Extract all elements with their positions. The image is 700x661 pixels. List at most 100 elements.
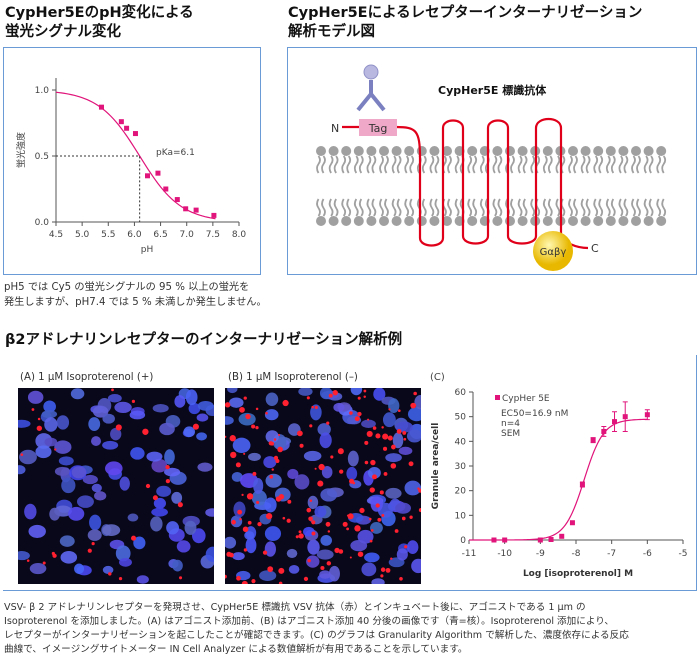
lipid-tail xyxy=(522,198,528,217)
y-tick-label: 20 xyxy=(455,487,467,497)
y-tick-label: 0.5 xyxy=(35,152,49,162)
receptor-signal xyxy=(225,402,231,408)
cell-nucleus xyxy=(350,388,363,396)
receptor-signal xyxy=(327,530,331,533)
lipid-head xyxy=(429,146,440,156)
cell-nucleus xyxy=(54,440,72,454)
receptor-signal xyxy=(287,499,292,504)
lipid-tail xyxy=(454,198,460,217)
cell-nucleus xyxy=(18,419,31,428)
cell-nucleus xyxy=(174,395,186,408)
cell-nucleus xyxy=(264,526,282,541)
data-point xyxy=(601,428,607,434)
x-axis-label: pH xyxy=(141,245,153,255)
receptor-signal xyxy=(369,539,373,543)
lipid-head xyxy=(341,146,352,156)
receptor-signal xyxy=(364,440,369,445)
cell-image-b xyxy=(225,388,421,584)
lipid-head xyxy=(316,216,326,226)
cell-nucleus xyxy=(245,537,257,554)
receptor-signal xyxy=(255,407,259,411)
cell-nucleus xyxy=(41,410,58,419)
lipid-head xyxy=(379,146,389,156)
lipid-head xyxy=(517,146,528,156)
cell-nucleus xyxy=(44,437,58,447)
receptor-signal xyxy=(268,441,273,446)
cell-nucleus xyxy=(185,389,198,406)
receptor-signal xyxy=(246,493,254,500)
lipid-tail xyxy=(542,155,548,174)
lipid-tail xyxy=(328,198,334,217)
data-point xyxy=(622,414,628,420)
receptor-signal xyxy=(275,458,280,464)
title-line: CypHer5Eによるレセプターインターナリゼーション xyxy=(288,5,643,21)
lipid-tail xyxy=(517,198,523,217)
data-point xyxy=(559,533,565,539)
cell-nucleus xyxy=(231,471,243,482)
lipid-tail xyxy=(396,198,402,217)
cell-nucleus xyxy=(333,402,345,412)
receptor-signal xyxy=(177,502,183,508)
lipid-tail xyxy=(333,198,339,217)
cell-nucleus xyxy=(233,501,246,518)
receptor-signal xyxy=(278,567,285,574)
cell-nucleus xyxy=(395,502,412,514)
lipid-tail xyxy=(598,198,604,217)
pka-guide xyxy=(56,155,141,222)
caption-line: VSV- β 2 アドレナリンレセプターを発現させ、CypHer5E 標識抗 V… xyxy=(4,602,586,613)
data-point xyxy=(174,197,180,203)
lipid-tail xyxy=(421,198,427,217)
cell-nucleus xyxy=(166,521,180,535)
lipid-tail xyxy=(404,198,410,217)
lipid-head xyxy=(353,146,364,156)
antibody-icon xyxy=(356,64,386,112)
fit-curve xyxy=(469,418,648,541)
cell-nucleus xyxy=(183,426,196,438)
y-tick-label: 1.0 xyxy=(35,86,50,96)
cell-nucleus xyxy=(364,552,380,563)
lipid-head xyxy=(442,146,452,156)
cell-nucleus xyxy=(176,540,191,553)
lipid-tail xyxy=(510,198,515,217)
lipid-head xyxy=(631,146,641,156)
cell-nucleus xyxy=(61,477,76,494)
title-line: 解析モデル図 xyxy=(288,24,375,40)
receptor-signal xyxy=(375,433,381,439)
receptor-signal xyxy=(346,514,350,517)
lipid-head xyxy=(618,146,629,156)
receptor-signal xyxy=(317,480,324,487)
lipid-tail xyxy=(568,155,573,174)
lipid-tail xyxy=(341,155,347,174)
lipid-head xyxy=(366,146,377,156)
x-tick-label: -8 xyxy=(572,549,581,559)
receptor-signal xyxy=(339,469,344,474)
receptor-signal xyxy=(367,418,370,421)
cell-nucleus xyxy=(164,467,181,477)
y-tick-label: 40 xyxy=(455,437,467,447)
lipid-tail xyxy=(371,198,377,217)
cell-nucleus xyxy=(361,562,377,577)
data-point xyxy=(163,186,169,192)
receptor-signal xyxy=(330,455,334,459)
lipid-tail xyxy=(643,155,649,174)
receptor-signal xyxy=(251,579,256,584)
receptor-signal xyxy=(298,533,304,539)
receptor-signal xyxy=(380,574,384,578)
receptor-signal xyxy=(226,551,232,557)
cell-nucleus xyxy=(76,495,94,508)
receptor-signal xyxy=(402,431,407,435)
example-panel xyxy=(3,355,697,591)
pka-annotation: pKa=6.1 xyxy=(156,148,195,158)
cell-nucleus xyxy=(307,539,320,555)
cell-nucleus xyxy=(88,417,101,432)
cell-nucleus xyxy=(129,410,146,420)
lipid-head xyxy=(492,216,503,226)
cell-nucleus xyxy=(54,466,70,476)
receptor-signal xyxy=(251,424,256,429)
cell-nucleus xyxy=(228,397,244,408)
cell-nucleus xyxy=(56,415,70,430)
lipid-tail xyxy=(379,198,384,217)
chart-annotation: SEM xyxy=(501,429,520,439)
lipid-tail xyxy=(580,155,586,174)
lipid-tail xyxy=(316,198,321,217)
